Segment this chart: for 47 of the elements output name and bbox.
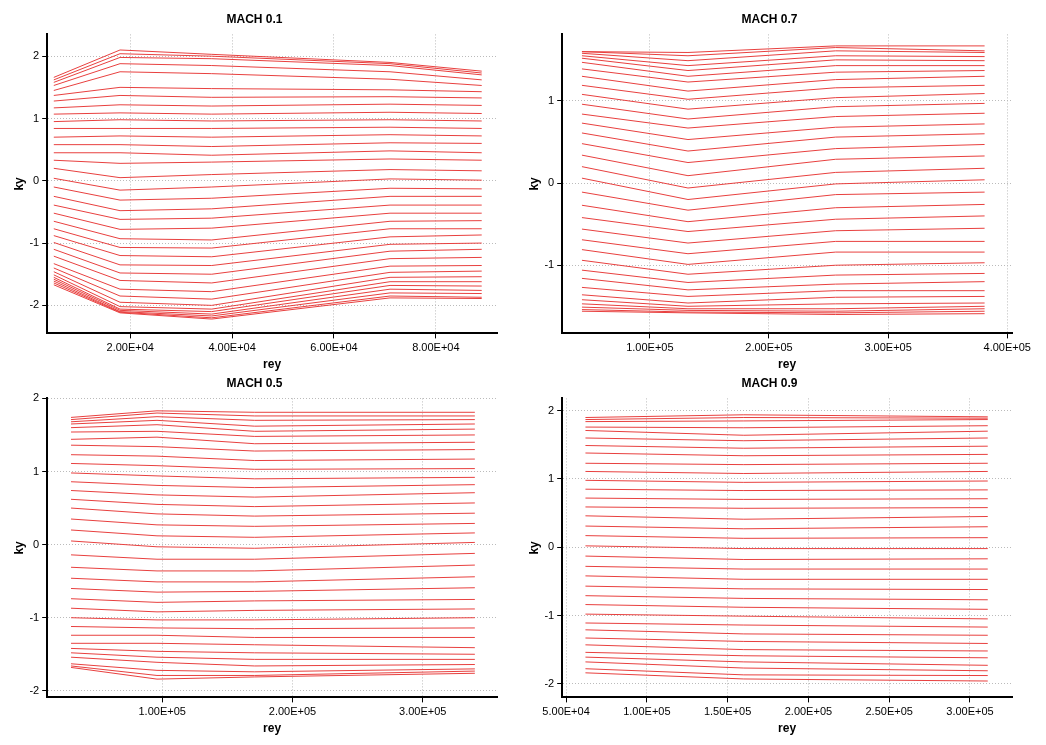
- y-tick-label: 0: [548, 540, 555, 553]
- y-tick-label: 1: [548, 93, 555, 106]
- chart-title: MACH 0.5: [226, 375, 283, 390]
- y-tick-label: 2: [548, 403, 555, 416]
- x-tick-label: 2.00E+05: [268, 705, 317, 718]
- y-tick-label: -2: [544, 676, 555, 689]
- y-axis-title: ky: [11, 176, 26, 191]
- y-tick-label: -1: [29, 610, 40, 623]
- y-axis-title: ky: [11, 540, 26, 555]
- y-tick-label: 1: [33, 111, 40, 124]
- y-tick-label: -2: [29, 683, 40, 696]
- x-axis-title: rey: [263, 721, 282, 736]
- y-tick-label: -2: [29, 298, 40, 311]
- y-tick-label: 1: [33, 464, 40, 477]
- x-tick-label: 4.00E+04: [208, 341, 256, 354]
- y-tick-label: 0: [548, 176, 555, 189]
- x-tick-label: 4.00E+05: [983, 341, 1031, 354]
- y-tick-label: 0: [33, 173, 40, 186]
- x-tick-label: 2.00E+04: [106, 341, 154, 354]
- x-axis-title: rey: [263, 357, 282, 372]
- x-tick-label: 2.00E+05: [745, 341, 793, 354]
- x-tick-label: 5.00E+04: [542, 705, 590, 718]
- y-axis-title: ky: [526, 176, 541, 191]
- x-tick-label: 2.50E+05: [865, 705, 913, 718]
- y-axis-title: ky: [526, 540, 541, 555]
- x-tick-label: 1.00E+05: [623, 705, 671, 718]
- x-tick-label: 2.00E+05: [784, 705, 833, 718]
- y-tick-label: 1: [548, 471, 555, 484]
- y-tick-label: -1: [29, 236, 40, 249]
- x-axis-title: rey: [778, 721, 797, 736]
- y-tick-label: -1: [544, 258, 555, 271]
- x-tick-label: 6.00E+04: [310, 341, 358, 354]
- chart-title: MACH 0.7: [741, 11, 798, 26]
- y-tick-label: 2: [33, 49, 40, 62]
- x-tick-label: 1.50E+05: [703, 705, 752, 718]
- y-tick-label: -1: [544, 608, 555, 621]
- x-tick-label: 3.00E+05: [864, 341, 912, 354]
- x-axis-title: rey: [778, 357, 797, 372]
- y-tick-label: 0: [33, 537, 40, 550]
- chart-title: MACH 0.1: [226, 11, 283, 26]
- y-tick-label: 2: [33, 391, 40, 404]
- x-tick-label: 1.00E+05: [138, 705, 186, 718]
- x-tick-label: 8.00E+04: [412, 341, 460, 354]
- x-tick-label: 3.00E+05: [399, 705, 447, 718]
- x-tick-label: 3.00E+05: [946, 705, 994, 718]
- chart-title: MACH 0.9: [741, 375, 798, 390]
- x-tick-label: 1.00E+05: [626, 341, 674, 354]
